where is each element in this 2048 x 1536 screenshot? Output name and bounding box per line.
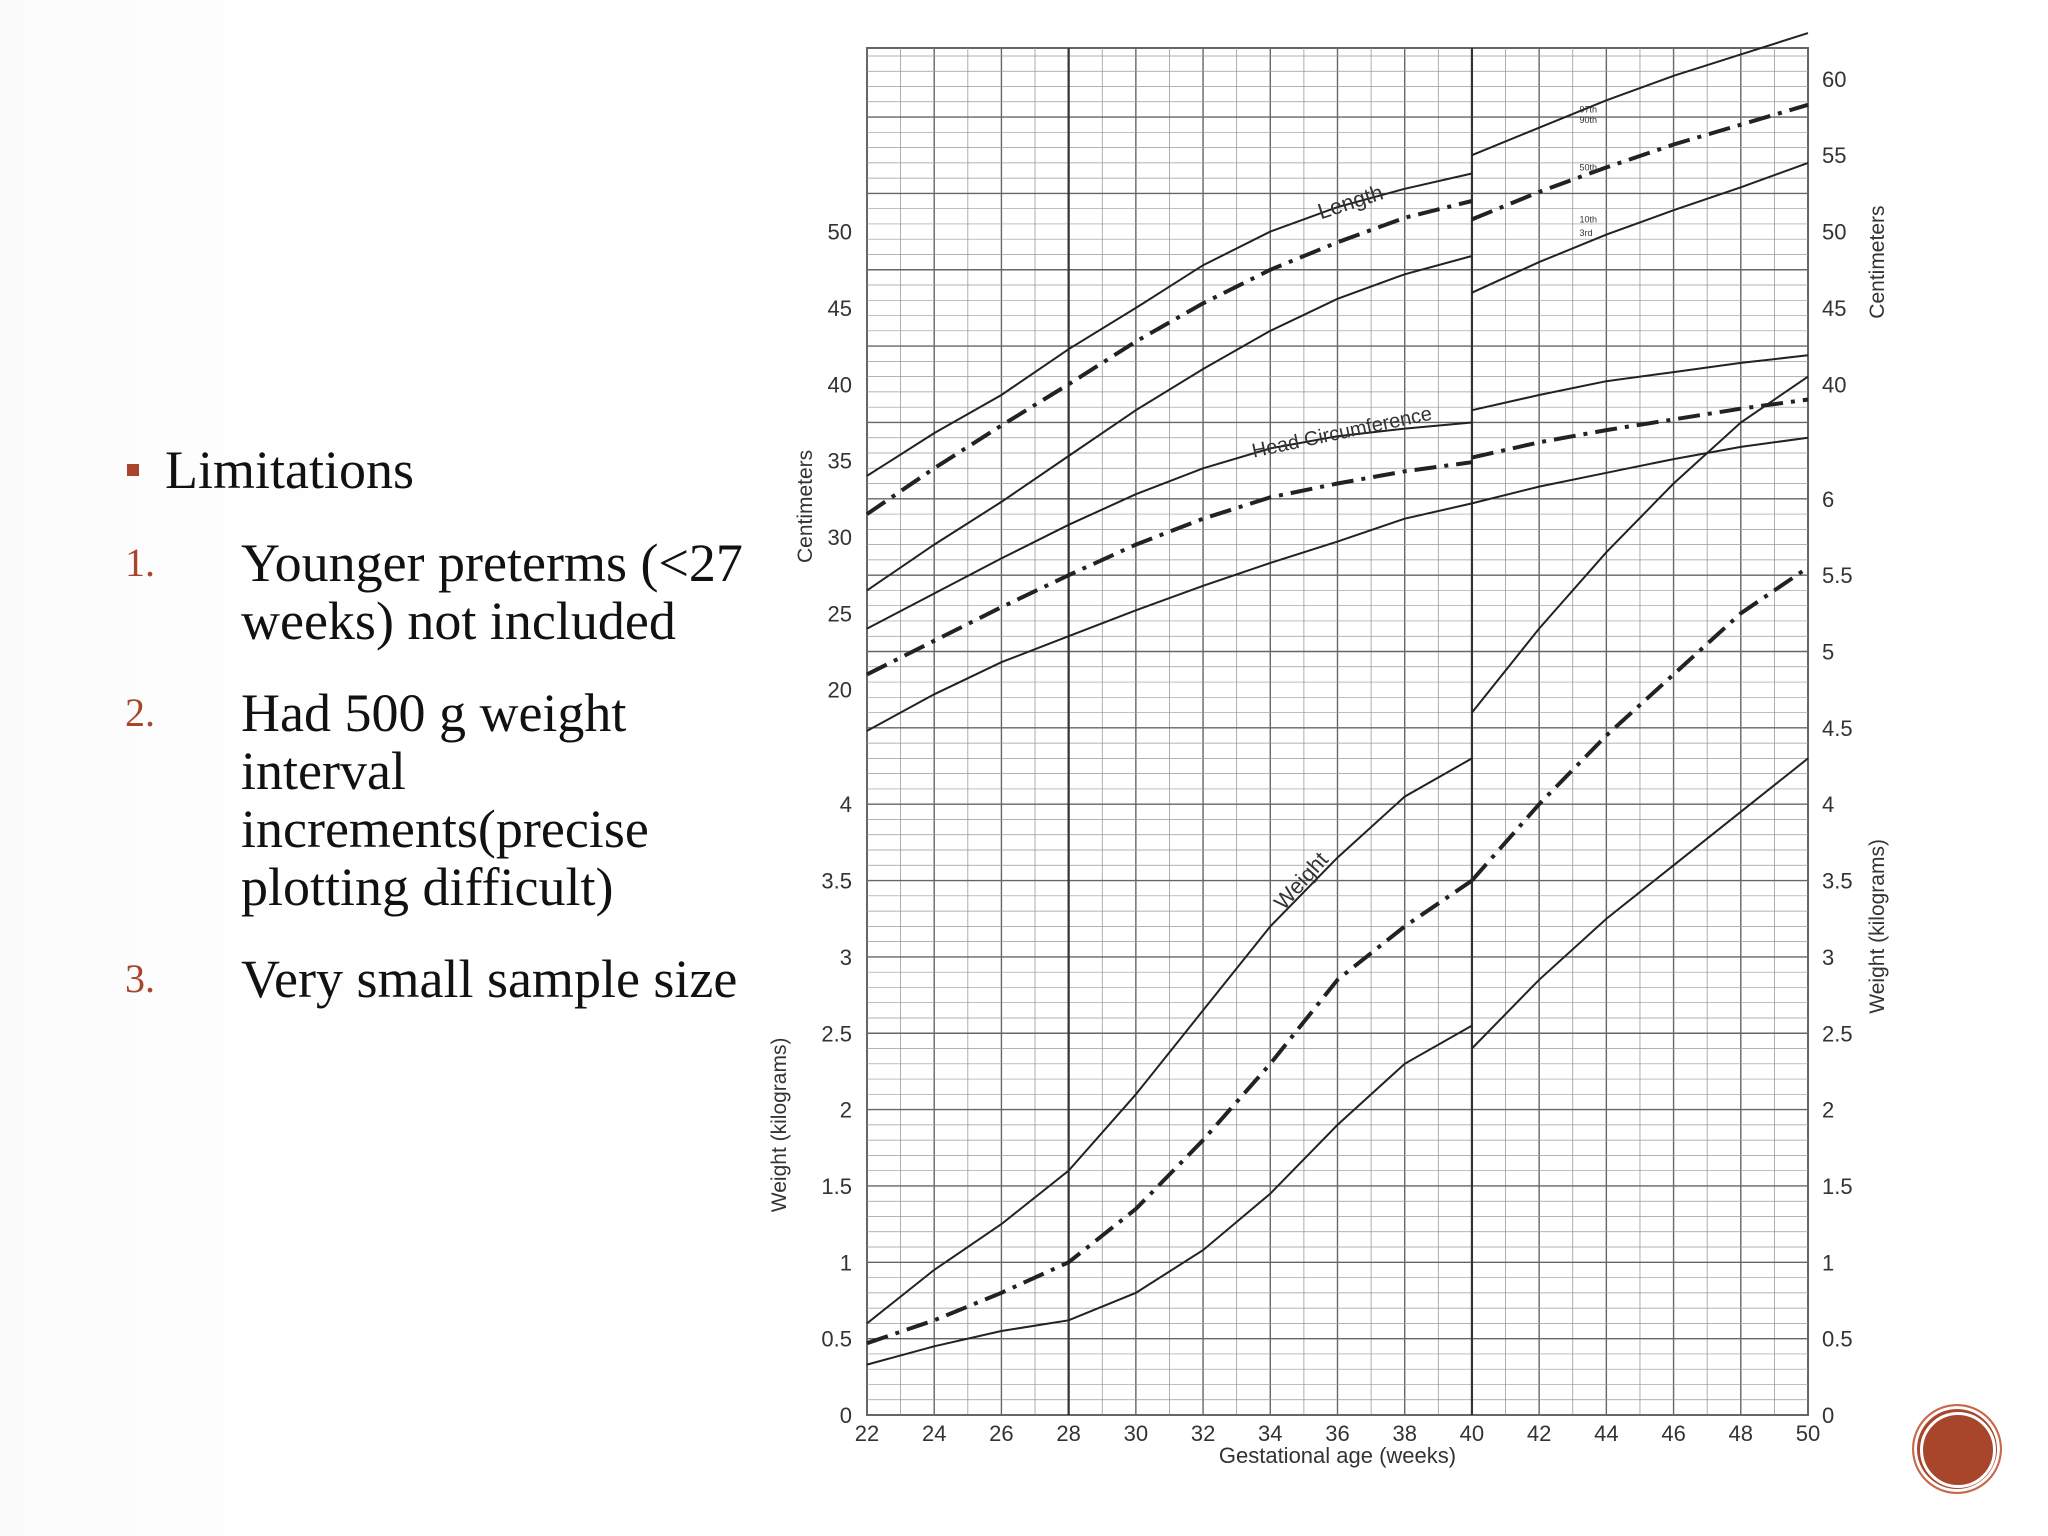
x-tick-label: 50 (1796, 1421, 1820, 1446)
x-tick-label: 26 (989, 1421, 1013, 1446)
y-tick-label-left-cm: 45 (828, 296, 852, 321)
y-tick-label-right-kg: 3 (1822, 945, 1834, 970)
limitations-list: Limitations 1. Younger preterms (<27 wee… (125, 440, 765, 1008)
y-tick-label-right-kg: 4 (1822, 792, 1834, 817)
x-tick-label: 48 (1729, 1421, 1753, 1446)
y-tick-label-left-cm: 35 (828, 449, 852, 474)
y-axis-label-right-bottom: Weight (kilograms) (1866, 839, 1889, 1014)
y-tick-label-left-kg: 0.5 (821, 1327, 852, 1352)
y-tick-label-right-cm: 40 (1822, 372, 1846, 397)
x-tick-label: 38 (1392, 1421, 1416, 1446)
list-item-text: Very small sample size (241, 949, 738, 1009)
y-tick-label-left-cm: 20 (828, 678, 852, 703)
bullet-square-icon (127, 464, 139, 476)
limitations-heading: Limitations (125, 440, 765, 500)
x-tick-label: 36 (1325, 1421, 1349, 1446)
series-line (866, 878, 1474, 1346)
series-line (1471, 375, 1809, 714)
list-item-number: 1. (125, 540, 155, 585)
x-tick-label: 32 (1191, 1421, 1215, 1446)
x-tick-label: 30 (1124, 1421, 1148, 1446)
y-tick-label-left-cm: 40 (828, 372, 852, 397)
y-axis-label-left-bottom: Weight (kilograms) (768, 1038, 791, 1213)
y-axis-label-right-top: Centimeters (1866, 206, 1889, 319)
y-tick-label-left-cm: 50 (828, 220, 852, 245)
y-tick-label-right-kg: 3.5 (1822, 869, 1853, 894)
y-tick-label-left-kg: 3.5 (821, 869, 852, 894)
y-tick-label-right-kg: 5.5 (1822, 563, 1853, 588)
x-tick-label: 46 (1661, 1421, 1685, 1446)
y-tick-label-right-cm: 55 (1822, 143, 1846, 168)
series-line (866, 1024, 1473, 1366)
y-tick-label-left-kg: 1 (840, 1250, 852, 1275)
list-item: 1. Younger preterms (<27 weeks) not incl… (125, 534, 765, 650)
y-tick-label-right-kg: 2.5 (1822, 1021, 1853, 1046)
series-line (1471, 161, 1809, 294)
x-tick-label: 22 (855, 1421, 879, 1446)
list-item-number: 2. (125, 690, 155, 735)
series-line (1471, 436, 1809, 505)
growth-chart-svg: 22 24 26 28 30 32 34 36 38 40 42 44 46 48 50Gestationa… (768, 32, 1889, 1468)
y-tick-label-right-kg: 1 (1822, 1250, 1834, 1275)
series-line (1471, 397, 1809, 460)
x-axis-label: Gestational age (weeks) (1219, 1443, 1456, 1468)
y-tick-label-right-cm: 45 (1822, 296, 1846, 321)
list-item-text: Had 500 g weight interval increments(pre… (241, 683, 649, 917)
y-tick-label-right-kg: 0 (1822, 1403, 1834, 1428)
next-slide-button[interactable] (1912, 1404, 2002, 1494)
y-tick-label-left-kg: 2.5 (821, 1021, 852, 1046)
y-tick-label-right-cm: 60 (1822, 67, 1846, 92)
y-tick-label-right-kg: 6 (1822, 487, 1834, 512)
y-tick-label-left-cm: 30 (828, 525, 852, 550)
x-tick-label: 40 (1460, 1421, 1484, 1446)
series-line (866, 172, 1473, 477)
series-line (1470, 565, 1810, 882)
x-tick-label: 42 (1527, 1421, 1551, 1446)
percentile-label: 97th (1579, 104, 1597, 114)
series-line (1471, 102, 1809, 222)
series-line (866, 255, 1473, 592)
series-line (1471, 757, 1809, 1050)
y-tick-label-right-kg: 5 (1822, 640, 1834, 665)
y-tick-label-left-kg: 2 (840, 1098, 852, 1123)
x-tick-label: 28 (1056, 1421, 1080, 1446)
series-line (866, 421, 1472, 630)
y-tick-label-right-cm: 50 (1822, 220, 1846, 245)
y-tick-label-right-kg: 0.5 (1822, 1327, 1853, 1352)
y-tick-label-right-kg: 2 (1822, 1098, 1834, 1123)
percentile-label: 10th (1579, 214, 1597, 224)
y-tick-label-left-kg: 4 (840, 792, 852, 817)
series-line (866, 502, 1473, 732)
percentile-label: 90th (1579, 115, 1597, 125)
heading-text: Limitations (165, 440, 414, 500)
y-tick-label-left-cm: 25 (828, 601, 852, 626)
y-tick-label-left-kg: 1.5 (821, 1174, 852, 1199)
list-item-text: Younger preterms (<27 weeks) not include… (241, 533, 743, 651)
series-line (1471, 354, 1809, 412)
y-tick-label-left-kg: 3 (840, 945, 852, 970)
percentile-label: 50th (1579, 162, 1597, 172)
x-tick-label: 34 (1258, 1421, 1282, 1446)
x-tick-label: 24 (922, 1421, 946, 1446)
list-item: 3. Very small sample size (125, 950, 765, 1008)
y-axis-label-left-top: Centimeters (794, 450, 817, 563)
list-item: 2. Had 500 g weight interval increments(… (125, 684, 765, 916)
x-tick-label: 44 (1594, 1421, 1618, 1446)
growth-chart: 22 24 26 28 30 32 34 36 38 40 42 44 46 48 50 Gestationa… (760, 30, 1900, 1490)
list-item-number: 3. (125, 956, 155, 1001)
y-tick-label-left-kg: 0 (840, 1403, 852, 1428)
percentile-label: 3rd (1579, 228, 1592, 238)
y-tick-label-right-kg: 4.5 (1822, 716, 1853, 741)
series-line (1471, 32, 1809, 157)
series-line (866, 757, 1473, 1325)
y-tick-label-right-kg: 1.5 (1822, 1174, 1853, 1199)
